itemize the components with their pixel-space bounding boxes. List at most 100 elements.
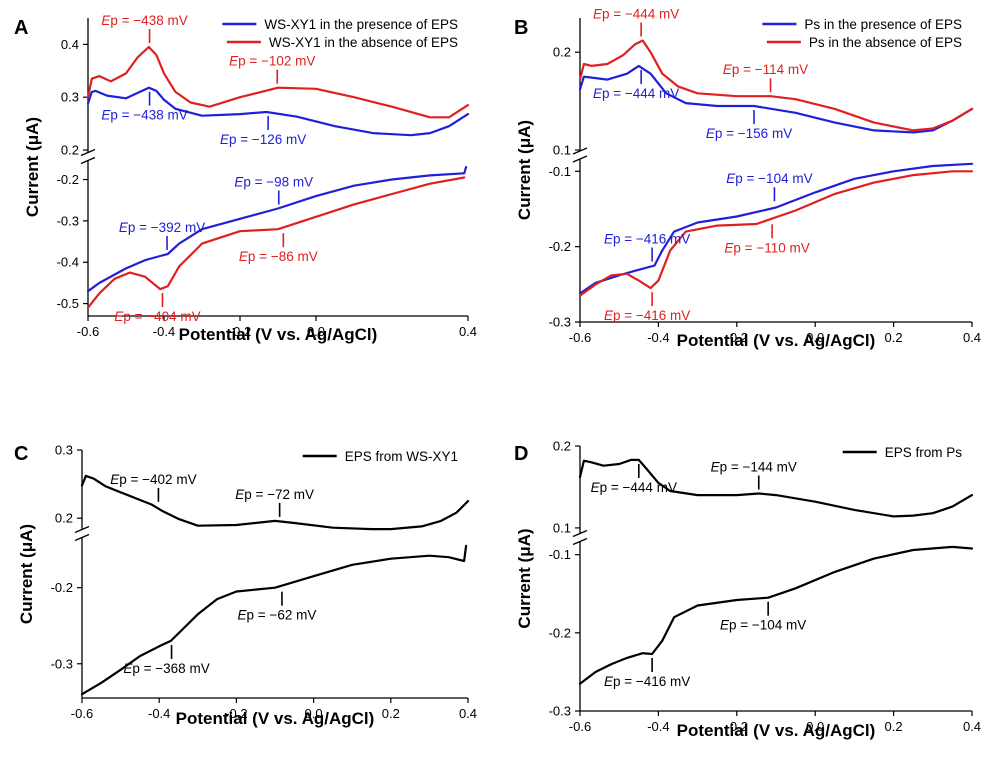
x-axis-title: Potential (V vs. Ag/AgCl) — [179, 325, 378, 344]
peak-annotation: Ep = −416 mV — [604, 308, 690, 323]
panel-letter: B — [514, 17, 528, 39]
y-tick-label: 0.1 — [553, 143, 571, 158]
axis-break-mark — [572, 537, 588, 546]
peak-annotation: Ep = −404 mV — [114, 309, 200, 324]
legend-label: Ps in the presence of EPS — [804, 17, 962, 32]
x-tick-label: 0.0 — [806, 719, 824, 734]
x-tick-label: -0.2 — [229, 324, 251, 339]
x-tick-label: 0.4 — [963, 330, 981, 345]
x-tick-label: -0.4 — [647, 330, 669, 345]
legend-label: WS-XY1 in the absence of EPS — [269, 35, 458, 50]
y-tick-label: 0.3 — [61, 90, 79, 105]
axis-break-mark — [572, 147, 588, 155]
x-axis-title: Potential (V vs. Ag/AgCl) — [176, 709, 375, 728]
x-tick-label: 0.2 — [885, 330, 903, 345]
y-tick-label: -0.4 — [57, 255, 79, 270]
x-tick-label: -0.4 — [647, 719, 669, 734]
x-tick-label: 0.4 — [459, 324, 477, 339]
x-tick-label: -0.6 — [569, 719, 591, 734]
x-axis-title: Potential (V vs. Ag/AgCl) — [677, 721, 876, 740]
x-tick-label: -0.2 — [726, 719, 748, 734]
peak-annotation: Ep = −444 mV — [591, 480, 677, 495]
y-tick-label: -0.2 — [51, 580, 73, 595]
y-axis-title: Current (μA) — [23, 117, 42, 217]
series-line-1-lower — [578, 545, 974, 685]
peak-annotation: Ep = −444 mV — [593, 6, 679, 21]
y-tick-label: -0.3 — [549, 704, 571, 719]
y-tick-label: -0.2 — [57, 172, 79, 187]
axis-break-mark — [80, 156, 96, 165]
peak-annotation: Ep = −156 mV — [706, 126, 792, 141]
y-axis-title: Current (μA) — [515, 528, 534, 628]
x-axis-title: Potential (V vs. Ag/AgCl) — [677, 331, 876, 350]
y-axis-title: Current (μA) — [17, 524, 36, 624]
y-tick-label: 0.2 — [61, 143, 79, 158]
x-tick-label: -0.4 — [148, 706, 170, 721]
panel-letter: C — [14, 443, 28, 465]
peak-annotation: Ep = −416 mV — [604, 674, 690, 689]
y-tick-label: 0.2 — [553, 439, 571, 454]
peak-annotation: Ep = −438 mV — [101, 13, 187, 28]
peak-annotation: Ep = −402 mV — [110, 472, 196, 487]
series-line-2-lower — [86, 176, 466, 309]
chart-panel-c: C-0.6 -0.4 -0.2 0.0 0.2 0.40.20.3-0.3-0.2Pote… — [14, 443, 477, 729]
y-tick-label: 0.3 — [55, 443, 73, 458]
series-line-2-upper — [578, 39, 974, 132]
peak-annotation: Ep = −102 mV — [229, 54, 315, 69]
peak-annotation: Ep = −110 mV — [724, 240, 809, 255]
y-tick-label: -0.2 — [549, 239, 571, 254]
chart-panel-a: A -0.6 -0.4 -0.2 0.0 0.4 0.2 0.3 0.4 -0.5 -0.4 -0.3… — [14, 13, 477, 344]
x-tick-label: 0.2 — [885, 719, 903, 734]
series-line-1-upper — [578, 64, 974, 134]
legend-label: Ps in the absence of EPS — [809, 35, 962, 50]
series-line-2-upper — [86, 45, 470, 119]
y-tick-label: 0.1 — [553, 520, 571, 535]
y-tick-label: -0.3 — [549, 315, 571, 330]
y-tick-label: 0.2 — [553, 45, 571, 60]
peak-annotation: Ep = −98 mV — [234, 174, 313, 189]
peak-annotation: Ep = −62 mV — [238, 608, 317, 623]
peak-annotation: Ep = −114 mV — [723, 62, 808, 77]
x-tick-label: 0.2 — [382, 706, 400, 721]
y-tick-label: 0.4 — [61, 37, 79, 52]
x-tick-label: 0.0 — [307, 324, 325, 339]
peak-annotation: Ep = −368 mV — [123, 661, 209, 676]
y-tick-label: -0.2 — [549, 625, 571, 640]
axis-break-mark — [80, 148, 96, 157]
panel-letter: A — [14, 17, 28, 39]
series-line-1-upper — [86, 86, 470, 137]
y-tick-label: -0.3 — [57, 213, 79, 228]
x-tick-label: -0.2 — [225, 706, 247, 721]
axis-break-mark — [572, 529, 588, 538]
y-tick-label: 0.2 — [55, 511, 73, 526]
x-tick-label: 0.4 — [459, 706, 477, 721]
peak-annotation: Ep = −72 mV — [235, 487, 314, 502]
y-tick-label: -0.3 — [51, 656, 73, 671]
peak-annotation: Ep = −438 mV — [101, 108, 187, 123]
peak-annotation: Ep = −104 mV — [726, 171, 812, 186]
series-line-1-lower — [86, 166, 468, 293]
axis-break-mark — [572, 155, 588, 163]
x-tick-label: -0.4 — [153, 324, 175, 339]
y-tick-label: -0.1 — [549, 547, 571, 562]
peak-annotation: Ep = −444 mV — [593, 86, 679, 101]
chart-panel-d: D -0.6 -0.4 -0.2 0.0 0.2 0.4 0.1 0.2 -0.3 -0.2 -0.1… — [514, 439, 981, 741]
peak-annotation: Ep = −416 mV — [604, 231, 690, 246]
series-line-1-lower — [80, 544, 468, 696]
x-tick-label: -0.2 — [726, 330, 748, 345]
x-tick-label: 0.4 — [963, 719, 981, 734]
peak-annotation: Ep = −144 mV — [711, 460, 797, 475]
series-line-1-upper — [578, 458, 974, 518]
x-tick-label: -0.6 — [71, 706, 93, 721]
y-axis-title: Current (μA) — [515, 120, 534, 220]
series-line-1-upper — [80, 474, 470, 531]
chart-panel-b: B -0.6 -0.4 -0.2 0.0 0.2 0.4 0.1 0.2 -0.3 -0.2 -0.1… — [514, 6, 981, 350]
panel-letter: D — [514, 443, 528, 465]
x-tick-label: 0.0 — [806, 330, 824, 345]
y-tick-label: -0.1 — [549, 164, 571, 179]
x-tick-label: -0.6 — [569, 330, 591, 345]
legend-label: EPS from WS-XY1 — [345, 449, 458, 464]
series-line-2-lower — [578, 170, 974, 297]
peak-annotation: Ep = −86 mV — [239, 249, 318, 264]
